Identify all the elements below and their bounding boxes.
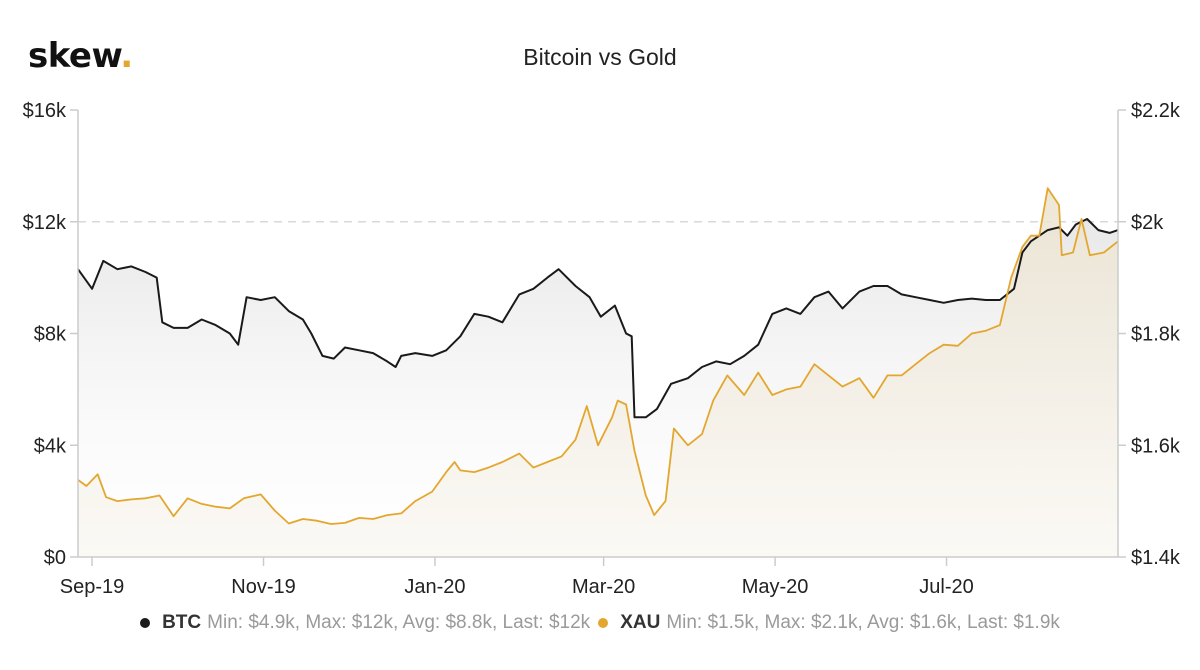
chart-legend: BTC Min: $4.9k, Max: $12k, Avg: $8.8k, L…: [0, 612, 1200, 634]
logo-text: skew: [28, 36, 121, 76]
legend-marker-xau: [598, 618, 609, 628]
y-left-tick-label: $12k: [23, 212, 67, 234]
series-line-btc: [77, 218, 1119, 419]
series-area-xau: [78, 188, 1118, 557]
legend-stats-xau: Min: $1.5k, Max: $2.1k, Avg: $1.6k, Last…: [666, 612, 1060, 633]
skew-logo: skew.: [28, 36, 133, 76]
y-right-tick-label: $2k: [1131, 212, 1164, 234]
legend-marker-btc: [140, 618, 151, 628]
x-tick-label: May-20: [742, 576, 809, 598]
legend-label-btc: BTC: [162, 612, 202, 633]
x-tick-label: Jul-20: [919, 576, 973, 598]
y-left-tick-label: $16k: [23, 100, 67, 122]
y-right-tick-label: $1.8k: [1131, 324, 1181, 346]
y-right-tick-label: $1.4k: [1131, 547, 1181, 569]
y-left-tick-label: $0: [44, 547, 66, 569]
chart-title: Bitcoin vs Gold: [523, 44, 677, 70]
legend-item-btc[interactable]: BTC Min: $4.9k, Max: $12k, Avg: $8.8k, L…: [140, 612, 590, 634]
y-right-tick-label: $2.2k: [1131, 100, 1181, 122]
logo-dot: .: [120, 36, 133, 76]
x-tick-label: Nov-19: [231, 576, 295, 598]
legend-label-xau: XAU: [620, 612, 661, 633]
y-left-tick-label: $8k: [34, 324, 67, 346]
x-tick-label: Sep-19: [60, 576, 125, 598]
legend-stats-btc: Min: $4.9k, Max: $12k, Avg: $8.8k, Last:…: [207, 612, 591, 633]
x-tick-label: Jan-20: [404, 576, 465, 598]
y-left-tick-label: $4k: [34, 435, 67, 457]
series-line-xau: [77, 187, 1119, 525]
legend-item-xau[interactable]: XAU Min: $1.5k, Max: $2.1k, Avg: $1.6k, …: [598, 612, 1060, 634]
x-tick-label: Mar-20: [572, 576, 635, 598]
y-right-tick-label: $1.6k: [1131, 435, 1181, 457]
